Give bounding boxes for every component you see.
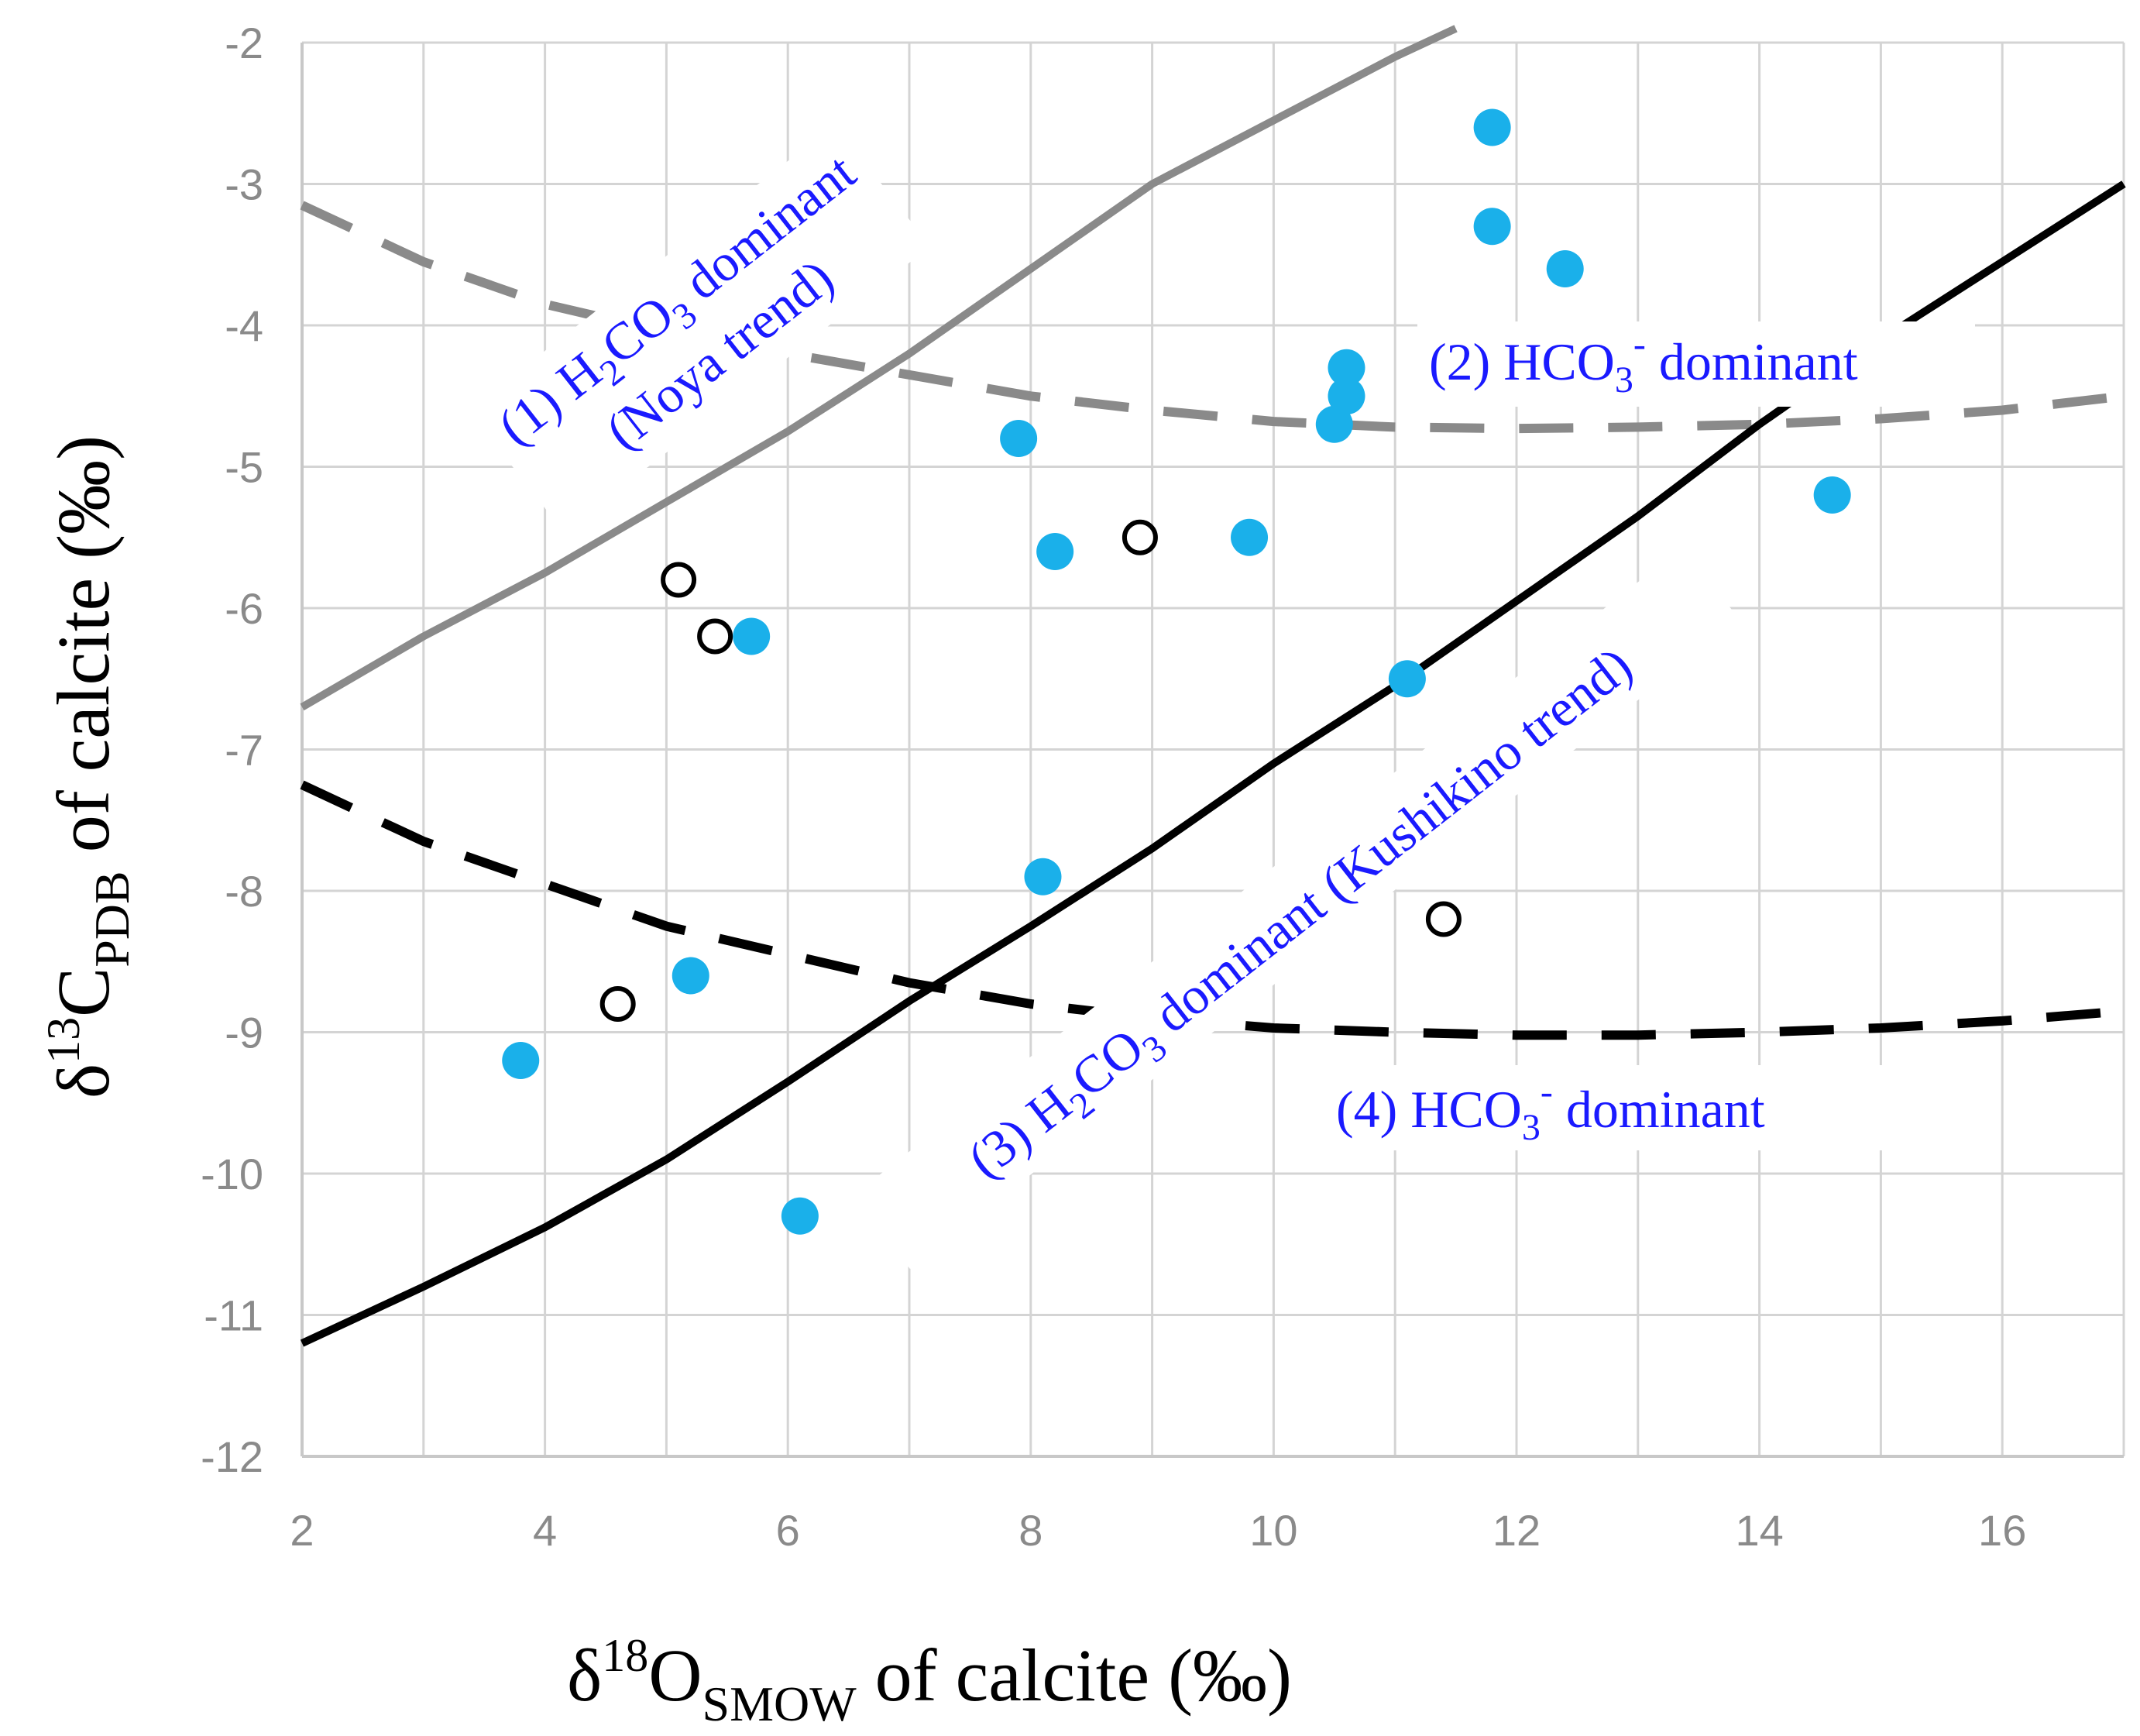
y-tick-label: -12 <box>201 1432 263 1481</box>
data-point-filled <box>1813 476 1851 514</box>
data-point-filled <box>1315 405 1353 443</box>
data-point-filled <box>1024 858 1062 896</box>
y-tick-label: -5 <box>225 443 263 492</box>
y-axis-title: δ13CPDB of calcite (‰) <box>38 435 139 1098</box>
x-tick-label: 12 <box>1493 1506 1541 1555</box>
y-tick-label: -6 <box>225 584 263 633</box>
grid <box>301 41 2125 1458</box>
y-tick-label: -9 <box>225 1009 263 1057</box>
data-point-filled <box>1231 518 1269 556</box>
data-points <box>502 108 1851 1235</box>
data-point-open <box>661 562 697 598</box>
annotation-kushikino: (3) H2CO3 dominant (Kushikino trend) <box>853 547 1740 1270</box>
data-point-filled <box>1388 660 1426 698</box>
data-point-filled <box>1328 377 1365 415</box>
y-tick-label: -8 <box>225 867 263 916</box>
svg-text:(4) HCO3- dominant: (4) HCO3- dominant <box>1336 1071 1765 1148</box>
data-point-open <box>1122 519 1158 555</box>
x-axis-title: δ18OSMOW of calcite (‰) <box>567 1630 1292 1731</box>
y-tick-label: -11 <box>204 1291 263 1340</box>
data-point-filled <box>672 957 709 995</box>
data-point-filled <box>1036 533 1074 570</box>
x-tick-label: 14 <box>1735 1506 1783 1555</box>
data-point-open <box>1425 901 1462 937</box>
curve-noya-trend <box>300 25 1458 711</box>
x-tick-label: 8 <box>1018 1506 1043 1555</box>
x-tick-labels: 2 4 6 8 10 12 14 16 <box>290 1506 2026 1555</box>
y-tick-label: -10 <box>201 1150 263 1198</box>
data-point-filled <box>1328 349 1365 387</box>
annotation-hco3-upper: (2) HCO3- dominant <box>1417 321 1975 407</box>
curve-hco3-lower <box>300 780 2125 1040</box>
data-point-filled <box>1473 108 1511 146</box>
y-tick-label: -2 <box>225 19 263 67</box>
y-tick-label: -4 <box>225 301 263 350</box>
data-point-filled <box>1473 208 1511 246</box>
data-point-filled <box>733 617 771 655</box>
data-point-filled <box>1546 250 1584 287</box>
x-tick-label: 6 <box>776 1506 800 1555</box>
x-tick-label: 16 <box>1978 1506 2026 1555</box>
curve-hco3-upper <box>300 201 2125 434</box>
svg-text:(2) HCO3- dominant: (2) HCO3- dominant <box>1429 324 1858 400</box>
y-tick-label: -3 <box>225 160 263 209</box>
x-tick-label: 2 <box>290 1506 314 1555</box>
data-point-open <box>697 618 733 655</box>
data-point-filled <box>1000 420 1038 457</box>
annotation-hco3-lower: (4) HCO3- dominant <box>1324 1065 1890 1150</box>
x-tick-label: 10 <box>1249 1506 1297 1555</box>
data-point-filled <box>502 1042 540 1079</box>
y-tick-label: -7 <box>225 726 263 775</box>
data-point-open <box>599 986 636 1022</box>
y-tick-labels: -2 -3 -4 -5 -6 -7 -8 -9 -10 -11 -12 <box>201 19 263 1481</box>
data-point-filled <box>781 1197 819 1235</box>
x-tick-label: 4 <box>533 1506 557 1555</box>
annotation-noya: (1) H2CO3 dominant (Noya trend) <box>469 124 931 533</box>
